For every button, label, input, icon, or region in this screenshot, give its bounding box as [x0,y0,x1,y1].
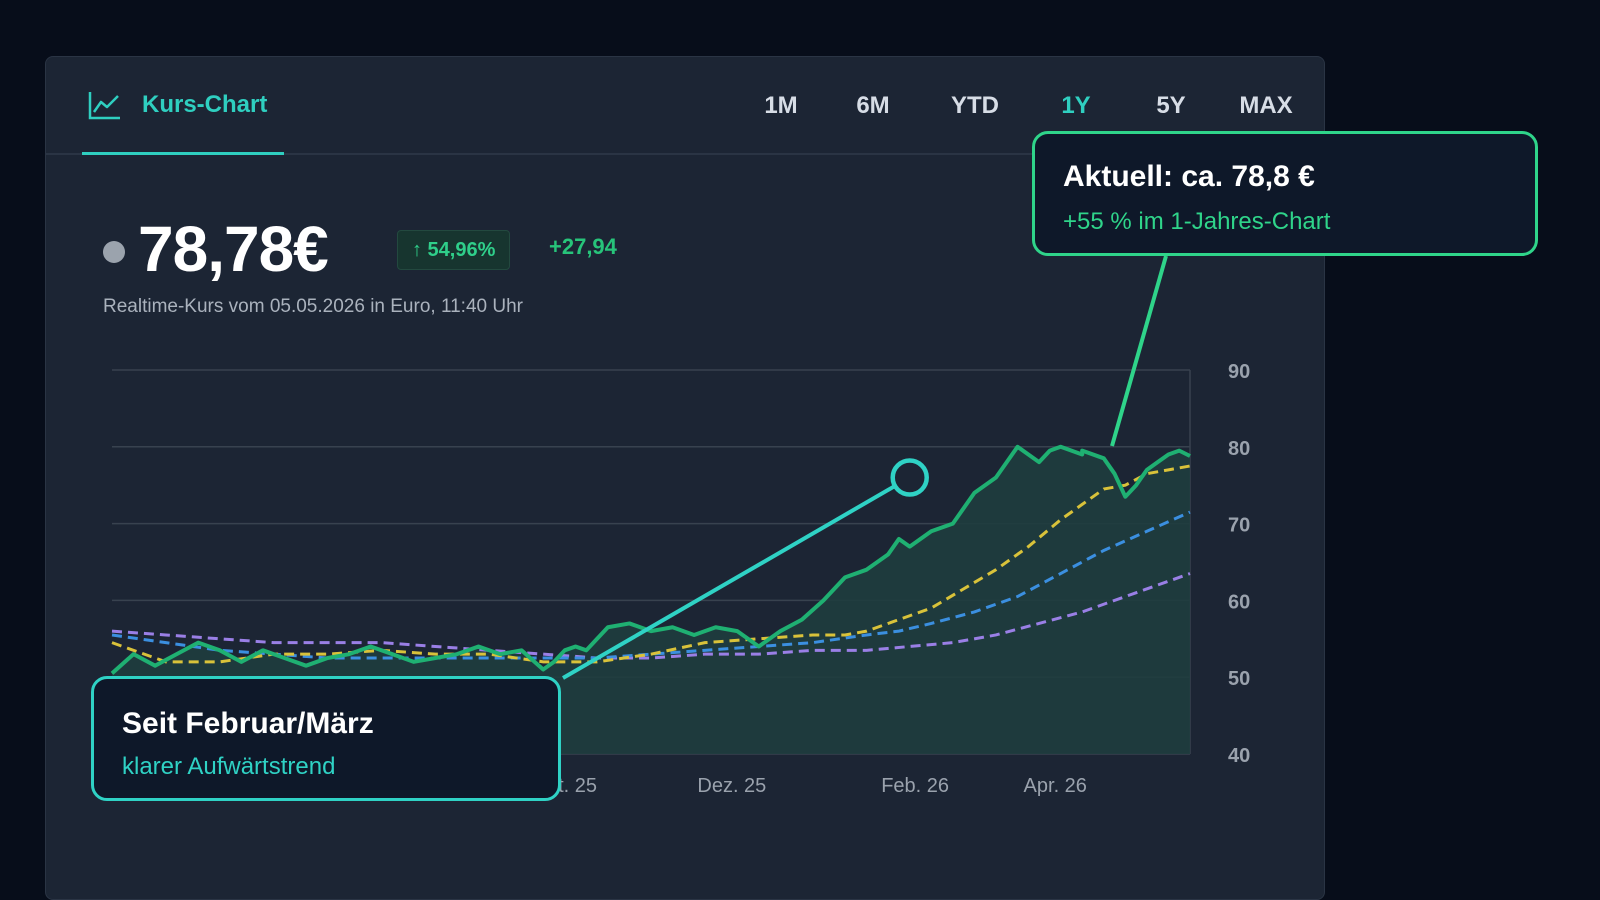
chart-header: Kurs-Chart 1M 6M YTD 1Y 5Y MAX [46,57,1324,155]
tab-kurs-chart-label: Kurs-Chart [142,90,268,118]
highlight-marker [890,458,929,497]
series-line-price [110,444,1191,675]
callout-current-connector [1110,255,1168,447]
price-timestamp: Realtime-Kurs vom 05.05.2026 in Euro, 11… [103,296,523,317]
x-tick-label: Apr. 26 [1024,775,1087,797]
x-tick-label: Dez. 25 [697,775,766,797]
tab-kurs-chart[interactable]: Kurs-Chart [82,57,284,155]
callout-current-title: Aktuell: ca. 78,8 € [1063,160,1315,193]
callout-trend: Seit Februar/März klarer Aufwärtstrend [91,676,561,801]
y-tick-label: 80 [1228,438,1250,460]
range-ytd[interactable]: YTD [951,92,999,119]
range-6m[interactable]: 6M [856,92,890,119]
y-tick-label: 70 [1228,515,1250,537]
x-tick-label: Feb. 26 [881,775,949,797]
status-dot [103,241,125,263]
callout-current-subtitle: +55 % im 1-Jahres-Chart [1063,208,1331,235]
callout-trend-title: Seit Februar/März [122,707,374,740]
change-percent-badge: ↑ 54,96% [397,230,511,270]
current-price: 78,78€ [138,213,329,285]
range-5y[interactable]: 5Y [1156,92,1186,119]
line-chart-icon [88,91,120,119]
y-tick-label: 90 [1228,361,1250,383]
range-1m[interactable]: 1M [764,92,798,119]
range-max[interactable]: MAX [1239,92,1293,119]
series-line-ma-long [111,572,1191,660]
change-absolute: +27,94 [549,234,617,259]
y-tick-label: 40 [1228,745,1250,767]
range-selector: 1M 6M YTD 1Y 5Y MAX [46,57,1324,155]
callout-current: Aktuell: ca. 78,8 € +55 % im 1-Jahres-Ch… [1032,131,1538,256]
y-tick-label: 50 [1228,668,1250,690]
callout-trend-subtitle: klarer Aufwärtstrend [122,753,336,780]
y-tick-label: 60 [1228,591,1250,613]
series-line-ma-mid [111,510,1191,660]
callout-trend-connector [561,483,897,680]
